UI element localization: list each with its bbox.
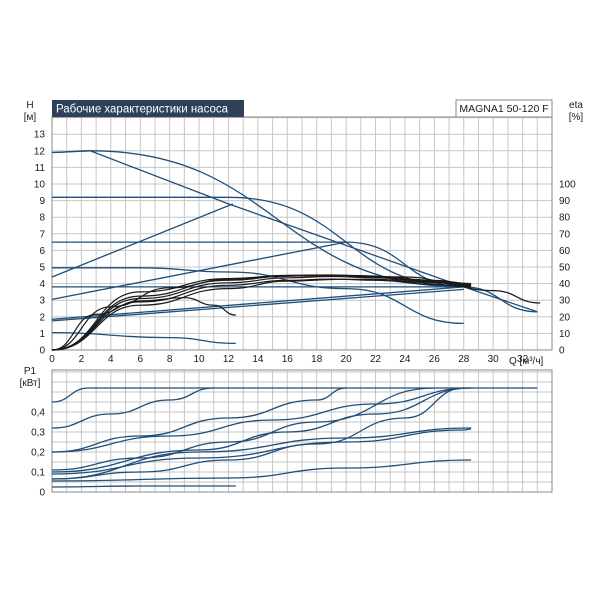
y2-tick-label: 100 <box>559 180 576 191</box>
y-tick-label: 7 <box>39 229 45 240</box>
x-axis-title: Q [м³/ч] <box>509 356 544 367</box>
y-tick-label: 13 <box>34 130 46 141</box>
y2-tick-label: 30 <box>559 296 571 307</box>
x-tick-label: 6 <box>137 354 143 365</box>
power-curve <box>51 387 472 473</box>
x-tick-label: 22 <box>370 354 382 365</box>
y-tick-label: 0 <box>39 346 45 357</box>
y-tick-label: 6 <box>39 246 45 257</box>
x-tick-label: 8 <box>167 354 173 365</box>
x-tick-label: 18 <box>311 354 323 365</box>
y-axis-title: H <box>26 100 33 111</box>
efficiency-curve <box>51 278 472 351</box>
head-curve <box>52 267 464 325</box>
title-box <box>52 100 244 117</box>
power-curve <box>51 485 236 488</box>
power-curve <box>51 427 472 480</box>
x-tick-label: 12 <box>223 354 235 365</box>
x-tick-label: 20 <box>341 354 353 365</box>
system-line <box>51 203 234 278</box>
system-line <box>51 286 464 320</box>
x-tick-label: 10 <box>193 354 205 365</box>
p1-tick-label: 0,1 <box>31 468 45 479</box>
model-label: MAGNA1 50-120 F <box>459 103 548 115</box>
y-tick-label: 8 <box>39 213 45 224</box>
power-plot-frame <box>51 369 553 493</box>
power-curve <box>51 387 347 453</box>
y-tick-label: 11 <box>35 163 46 174</box>
y2-tick-label: 0 <box>559 346 565 357</box>
x-tick-label: 30 <box>488 354 500 365</box>
model-box <box>455 99 553 118</box>
p1-tick-label: 0,4 <box>31 408 45 419</box>
y-tick-label: 4 <box>39 279 45 290</box>
x-tick-label: 24 <box>399 354 411 365</box>
max-head-curve <box>51 150 538 313</box>
x-tick-label: 2 <box>79 354 85 365</box>
y2-tick-label: 50 <box>559 263 571 274</box>
x-tick-label: 0 <box>49 354 55 365</box>
y2-tick-label: 70 <box>559 229 571 240</box>
y-tick-label: 10 <box>34 180 46 191</box>
chart-title: Рабочие характеристики насоса <box>56 104 229 116</box>
p1-tick-label: 0,2 <box>31 448 45 459</box>
y-tick-label: 1 <box>39 329 45 340</box>
tick-labels: 0 2 4 6 8 10 12 14 16 18 20 22 24 26 28 30 3201234567891… <box>31 130 576 499</box>
power-curve <box>51 387 538 403</box>
x-tick-label: 28 <box>458 354 470 365</box>
efficiency-curve <box>51 297 236 351</box>
y2-tick-label: 20 <box>559 312 571 323</box>
system-line <box>51 288 464 322</box>
x-tick-label: 4 <box>108 354 114 365</box>
y2-tick-label: 80 <box>559 213 571 224</box>
y2-axis-unit: [%] <box>569 112 584 123</box>
x-tick-label: 14 <box>252 354 264 365</box>
efficiency-curve <box>51 274 472 351</box>
y-tick-label: 5 <box>39 263 45 274</box>
power-curve <box>51 387 435 471</box>
y2-axis-title: eta <box>569 100 583 111</box>
efficiency-curve <box>51 274 472 351</box>
p1-axis-title: P1 <box>24 366 37 377</box>
p1-axis-unit: [кВт] <box>20 378 41 389</box>
y2-tick-label: 90 <box>559 196 571 207</box>
head-curve <box>51 196 464 288</box>
y2-tick-label: 40 <box>559 279 571 290</box>
p1-tick-label: 0 <box>39 488 45 499</box>
power-curve <box>51 387 472 453</box>
head-grid <box>51 117 553 351</box>
y2-tick-label: 60 <box>559 246 571 257</box>
power-curve <box>51 459 472 482</box>
head-curve <box>52 241 464 288</box>
system-line <box>51 241 347 301</box>
power-curve <box>51 428 472 475</box>
x-tick-label: 26 <box>429 354 441 365</box>
y-tick-label: 2 <box>39 312 45 323</box>
curves <box>51 150 541 488</box>
y2-tick-label: 10 <box>559 329 571 340</box>
x-tick-label: 32 <box>517 354 529 365</box>
p1-tick-label: 0,3 <box>31 428 45 439</box>
power-curve <box>51 387 464 480</box>
head-plot-frame <box>51 116 553 351</box>
power-curve <box>51 387 214 429</box>
x-tick-label: 16 <box>282 354 294 365</box>
y-tick-label: 12 <box>34 146 46 157</box>
y-tick-label: 3 <box>39 296 45 307</box>
y-axis-unit: [м] <box>24 112 37 123</box>
y-tick-label: 9 <box>39 196 45 207</box>
